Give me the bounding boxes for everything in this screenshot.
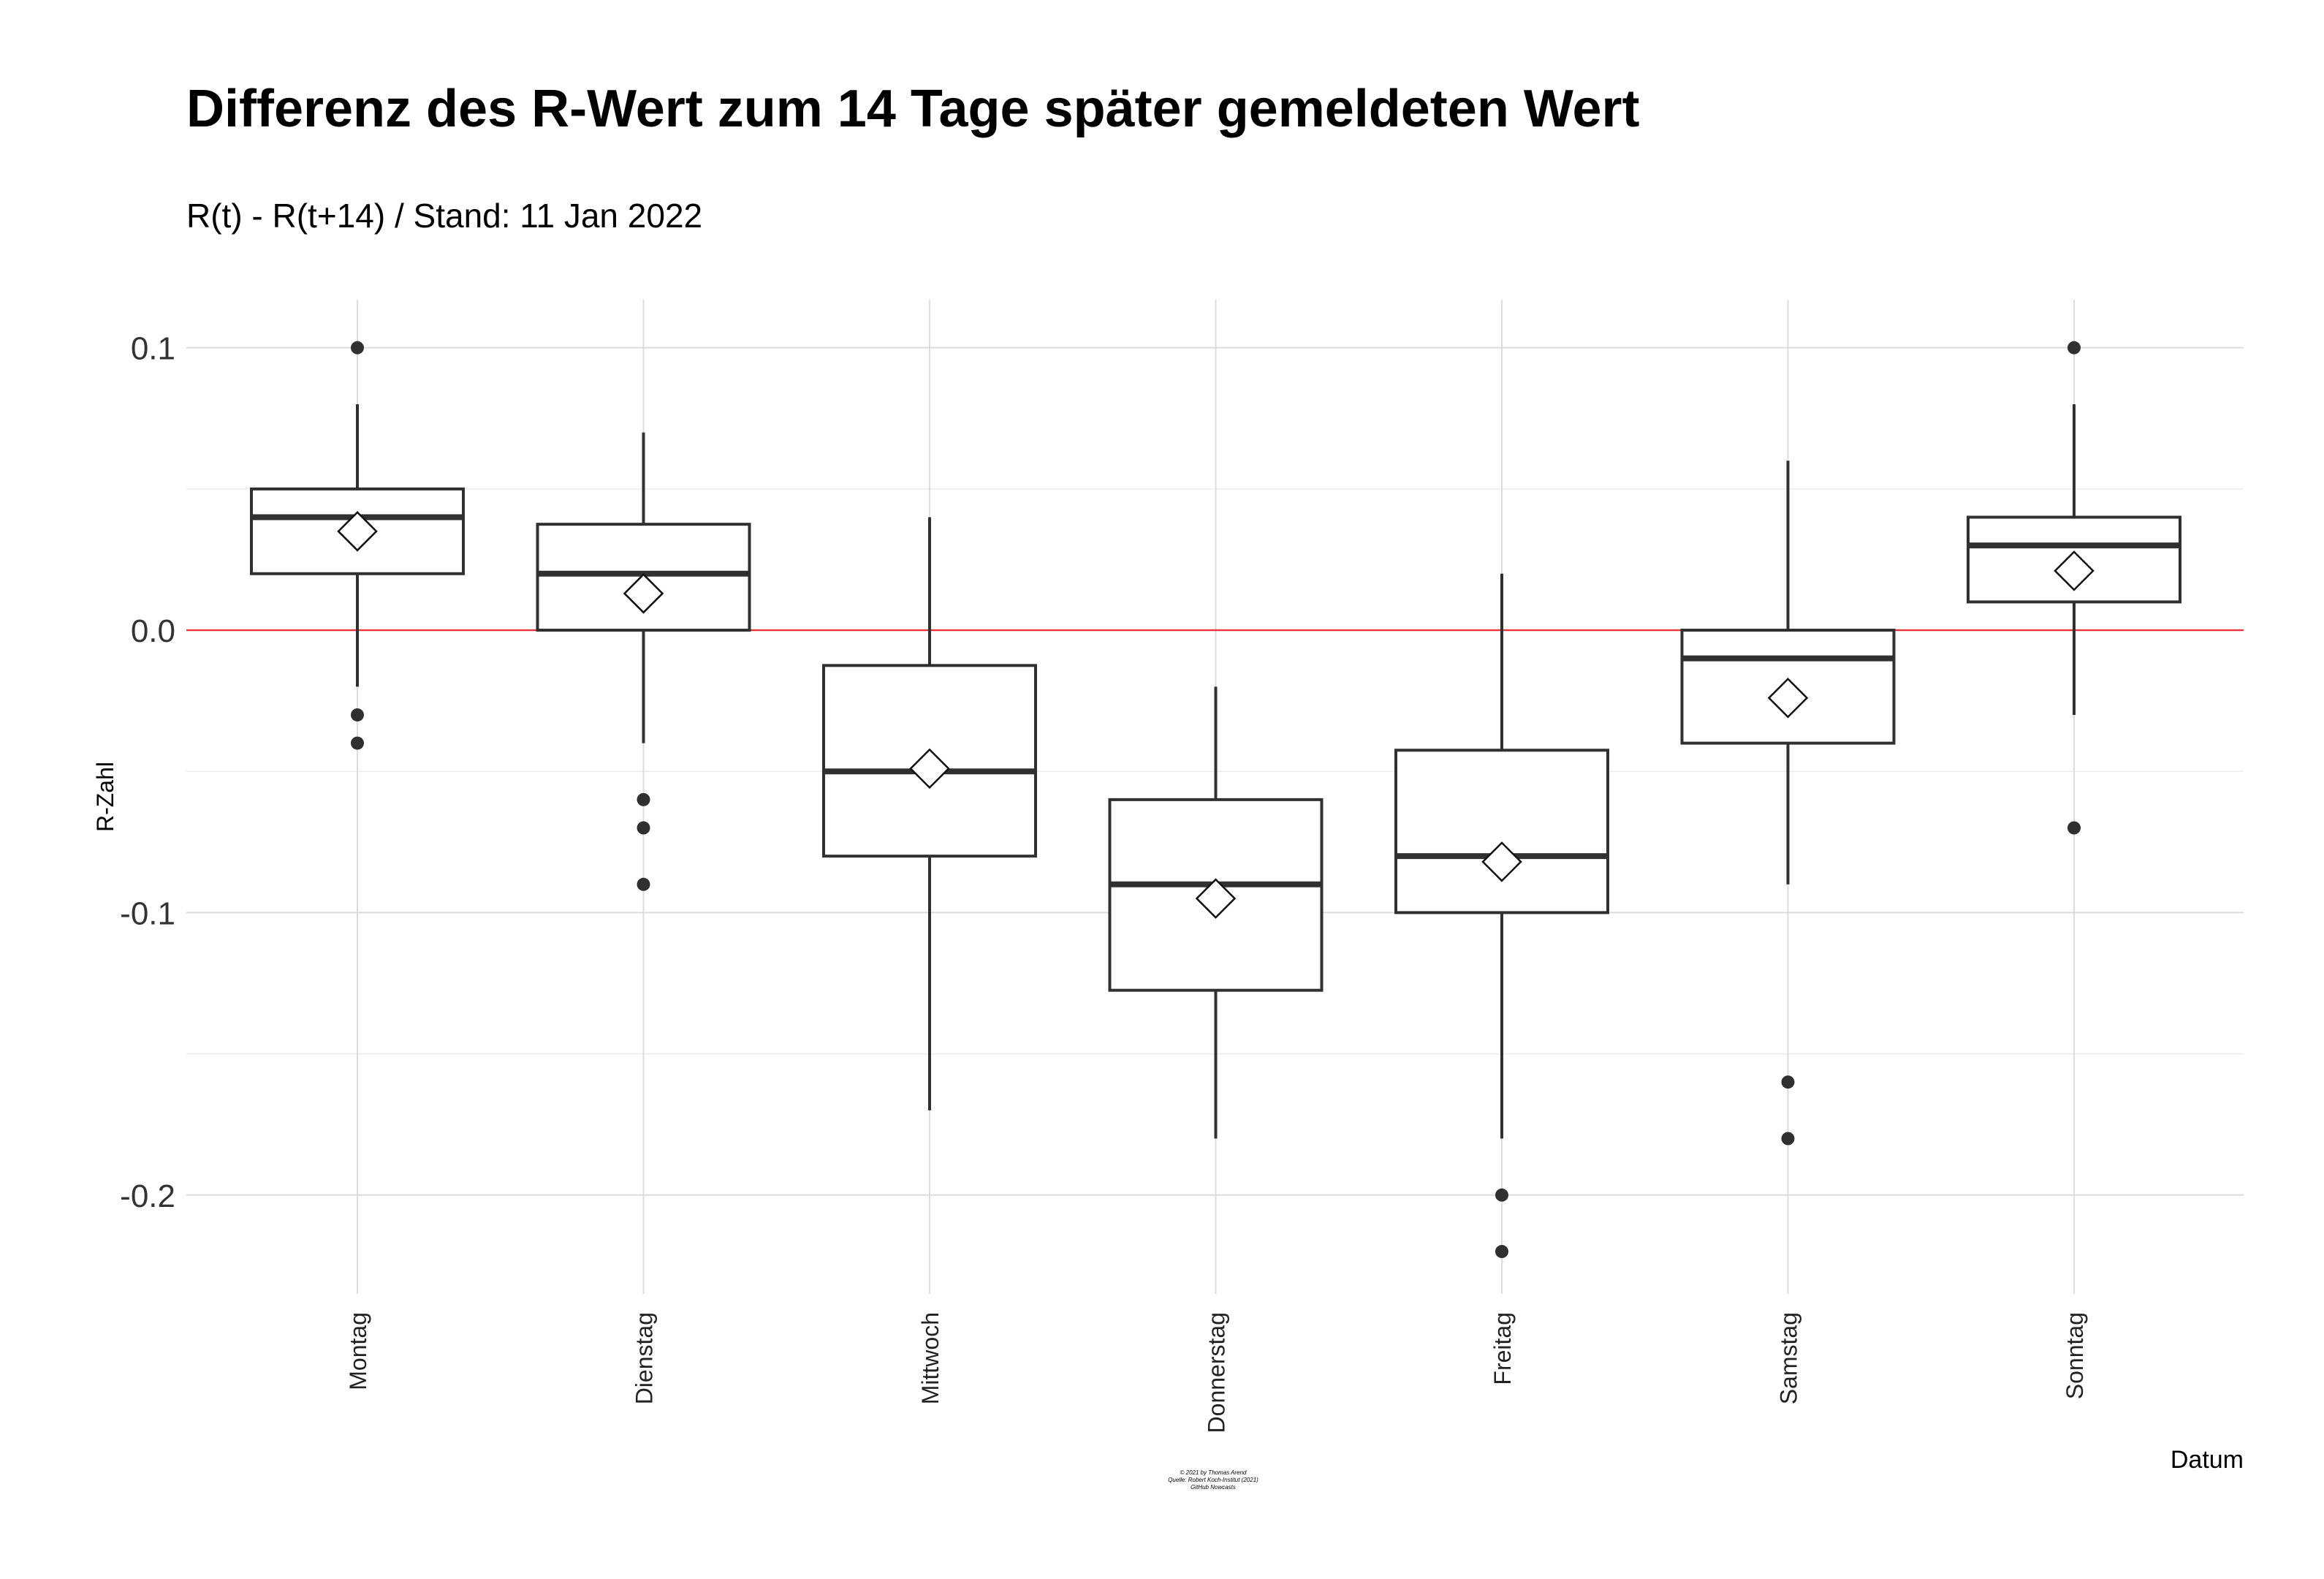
caption-line: GitHub Nowcasts <box>1191 1484 1236 1491</box>
y-tick-label: -0.1 <box>120 895 175 931</box>
mean-marker <box>623 573 664 614</box>
mean-marker <box>909 748 950 790</box>
x-tick-label: Mittwoch <box>917 1312 943 1404</box>
caption: © 2021 by Thomas Arend Quelle: Robert Ko… <box>1140 1469 1286 1491</box>
outlier-point <box>637 821 650 835</box>
outlier-point <box>351 736 364 750</box>
x-tick-label: Samstag <box>1776 1312 1802 1404</box>
outlier-point <box>1495 1245 1508 1259</box>
chart-subtitle: R(t) - R(t+14) / Stand: 11 Jan 2022 <box>186 197 703 235</box>
box-donnerstag <box>1108 686 1324 1139</box>
outlier-point <box>351 341 364 355</box>
mean-marker <box>1481 841 1522 882</box>
x-tick-label: Dienstag <box>631 1312 658 1404</box>
box-layer <box>250 341 2181 1259</box>
outlier-point <box>2067 341 2081 355</box>
mean-marker <box>2054 550 2095 591</box>
caption-line: © 2021 by Thomas Arend <box>1180 1469 1247 1476</box>
x-tick-label: Freitag <box>1489 1312 1516 1385</box>
x-axis-label: Datum <box>2171 1446 2244 1474</box>
outlier-point <box>637 877 650 891</box>
outlier-point <box>1495 1188 1508 1202</box>
box-samstag <box>1680 461 1896 1146</box>
box-freitag <box>1394 573 1609 1259</box>
outlier-point <box>1781 1132 1795 1146</box>
tick-label-layer: 0.1 0.0 -0.1 -0.2 Montag Dienstag Mittwoch Donn… <box>120 331 2088 1434</box>
iqr-box <box>1394 749 1609 915</box>
mean-marker <box>1195 878 1237 919</box>
y-tick-label: -0.2 <box>120 1178 175 1214</box>
y-tick-label: 0.1 <box>131 331 175 367</box>
box-mittwoch <box>822 517 1037 1110</box>
box-montag <box>250 341 465 750</box>
outlier-point <box>2067 821 2081 835</box>
chart-title: Differenz des R-Wert zum 14 Tage später … <box>186 80 1640 138</box>
x-tick-label: Sonntag <box>2062 1312 2088 1399</box>
mean-marker <box>337 511 378 552</box>
outlier-point <box>351 708 364 722</box>
outlier-point <box>1781 1075 1795 1089</box>
box-dienstag <box>536 432 751 891</box>
mean-marker <box>1767 678 1809 719</box>
caption-line: Quelle: Robert Koch-Institut (2021) <box>1168 1477 1258 1483</box>
x-tick-label: Montag <box>345 1312 371 1390</box>
box-sonntag <box>1967 341 2181 835</box>
x-tick-label: Donnerstag <box>1204 1312 1230 1433</box>
y-tick-label: 0.0 <box>131 613 175 649</box>
y-axis-label: R-Zahl <box>92 762 118 832</box>
outlier-point <box>637 792 650 806</box>
